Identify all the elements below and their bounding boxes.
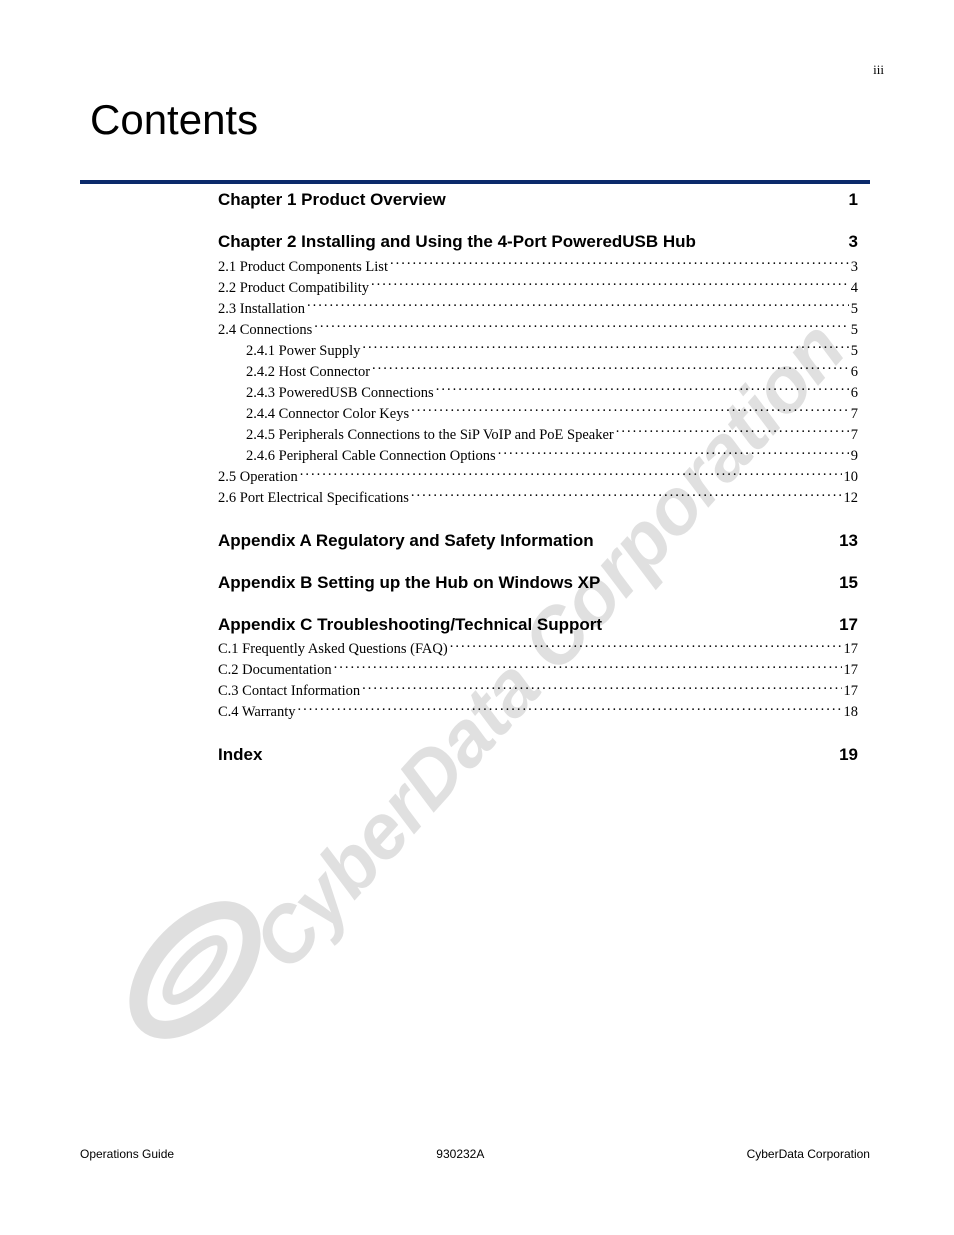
page-title: Contents [90,96,258,144]
page-number-roman: iii [873,62,884,78]
toc-entry[interactable]: 2.3 Installation 5 [218,298,858,319]
toc-entry-page: 3 [849,258,858,278]
footer-right: CyberData Corporation [747,1147,870,1161]
toc-section: Index 19 [218,745,858,765]
toc-section: Chapter 2 Installing and Using the 4-Por… [218,232,858,509]
page-footer: Operations Guide 930232A CyberData Corpo… [80,1147,870,1161]
toc-entry-label: C.1 Frequently Asked Questions (FAQ) [218,640,448,660]
toc-entry-label: 2.4.4 Connector Color Keys [246,405,409,425]
toc-heading[interactable]: Chapter 2 Installing and Using the 4-Por… [218,232,858,252]
toc-leader-dots [388,256,849,271]
toc-entry-label: 2.2 Product Compatibility [218,279,369,299]
toc-entry[interactable]: 2.4 Connections 5 [218,319,858,340]
toc-entry-page: 4 [849,279,858,299]
toc-entry-label: 2.4.2 Host Connector [246,363,370,383]
toc-entry-page: 7 [849,426,858,446]
toc-entry[interactable]: 2.4.5 Peripherals Connections to the SiP… [218,425,858,446]
toc-entry[interactable]: 2.4.2 Host Connector 6 [218,361,858,382]
toc-leader-dots [360,340,848,355]
footer-left: Operations Guide [80,1147,174,1161]
toc-heading[interactable]: Appendix C Troubleshooting/Technical Sup… [218,615,858,635]
toc-entry[interactable]: 2.5 Operation 10 [218,467,858,488]
toc-entry-page: 10 [842,468,859,488]
toc-leader-dots [332,660,842,675]
toc-entry[interactable]: 2.2 Product Compatibility 4 [218,277,858,298]
toc-leader-dots [298,467,842,482]
toc-heading[interactable]: Appendix A Regulatory and Safety Informa… [218,531,858,551]
table-of-contents: Chapter 1 Product Overview 1 Chapter 2 Ins… [218,190,858,787]
toc-heading-page: 1 [849,190,858,210]
toc-entry-page: 17 [842,661,859,681]
toc-entry-label: 2.4.1 Power Supply [246,342,360,362]
toc-heading[interactable]: Index 19 [218,745,858,765]
toc-entry[interactable]: 2.6 Port Electrical Specifications 12 [218,488,858,509]
toc-entry[interactable]: C.4 Warranty 18 [218,702,858,723]
toc-entry-label: 2.1 Product Components List [218,258,388,278]
toc-heading[interactable]: Appendix B Setting up the Hub on Windows… [218,573,858,593]
toc-entry-label: 2.4.6 Peripheral Cable Connection Option… [246,447,496,467]
toc-leader-dots [312,319,849,334]
toc-entry-page: 5 [849,300,858,320]
toc-entry[interactable]: 2.4.4 Connector Color Keys 7 [218,403,858,424]
toc-leader-dots [434,382,849,397]
toc-heading-label: Index [218,745,262,765]
toc-leader-dots [369,277,849,292]
toc-section: Appendix B Setting up the Hub on Windows… [218,573,858,593]
toc-entry[interactable]: C.2 Documentation 17 [218,660,858,681]
toc-entry-page: 9 [849,447,858,467]
toc-entry-label: 2.5 Operation [218,468,298,488]
toc-entry-page: 6 [849,384,858,404]
toc-heading-label: Appendix B Setting up the Hub on Windows… [218,573,600,593]
toc-section: Appendix A Regulatory and Safety Informa… [218,531,858,551]
footer-center: 930232A [436,1147,484,1161]
toc-leader-dots [409,403,849,418]
toc-leader-dots [496,446,849,461]
toc-entry-page: 12 [842,489,859,509]
toc-heading-page: 19 [839,745,858,765]
toc-entry-page: 17 [842,682,859,702]
toc-entry-page: 5 [849,342,858,362]
toc-entry-label: 2.4.3 PoweredUSB Connections [246,384,434,404]
toc-heading-label: Chapter 2 Installing and Using the 4-Por… [218,232,696,252]
toc-entry-label: C.2 Documentation [218,661,332,681]
watermark-logo-icon [120,870,270,1070]
toc-entry[interactable]: 2.4.1 Power Supply 5 [218,340,858,361]
toc-heading-page: 13 [839,531,858,551]
toc-entry-label: 2.6 Port Electrical Specifications [218,489,409,509]
toc-entry-page: 5 [849,321,858,341]
toc-entry[interactable]: C.3 Contact Information 17 [218,681,858,702]
toc-leader-dots [614,425,849,440]
toc-heading-label: Chapter 1 Product Overview [218,190,446,210]
toc-entry-label: 2.4.5 Peripherals Connections to the SiP… [246,426,614,446]
toc-section: Chapter 1 Product Overview 1 [218,190,858,210]
toc-leader-dots [409,488,842,503]
toc-entry-label: 2.3 Installation [218,300,305,320]
toc-leader-dots [448,639,842,654]
toc-heading-page: 3 [849,232,858,252]
title-rule-thin [80,183,870,184]
toc-entry-page: 7 [849,405,858,425]
toc-entry[interactable]: 2.4.6 Peripheral Cable Connection Option… [218,446,858,467]
toc-leader-dots [360,681,841,696]
toc-entry[interactable]: 2.1 Product Components List 3 [218,256,858,277]
toc-leader-dots [305,298,849,313]
toc-heading-label: Appendix A Regulatory and Safety Informa… [218,531,594,551]
toc-heading-page: 15 [839,573,858,593]
toc-entry-label: C.3 Contact Information [218,682,360,702]
toc-heading[interactable]: Chapter 1 Product Overview 1 [218,190,858,210]
toc-heading-label: Appendix C Troubleshooting/Technical Sup… [218,615,602,635]
toc-heading-page: 17 [839,615,858,635]
toc-entry[interactable]: C.1 Frequently Asked Questions (FAQ) 17 [218,639,858,660]
toc-entry[interactable]: 2.4.3 PoweredUSB Connections 6 [218,382,858,403]
toc-entry-page: 18 [842,703,859,723]
toc-entry-label: C.4 Warranty [218,703,296,723]
toc-entry-label: 2.4 Connections [218,321,312,341]
toc-section: Appendix C Troubleshooting/Technical Sup… [218,615,858,723]
toc-entry-page: 6 [849,363,858,383]
toc-leader-dots [370,361,849,376]
toc-leader-dots [296,702,842,717]
toc-entry-page: 17 [842,640,859,660]
